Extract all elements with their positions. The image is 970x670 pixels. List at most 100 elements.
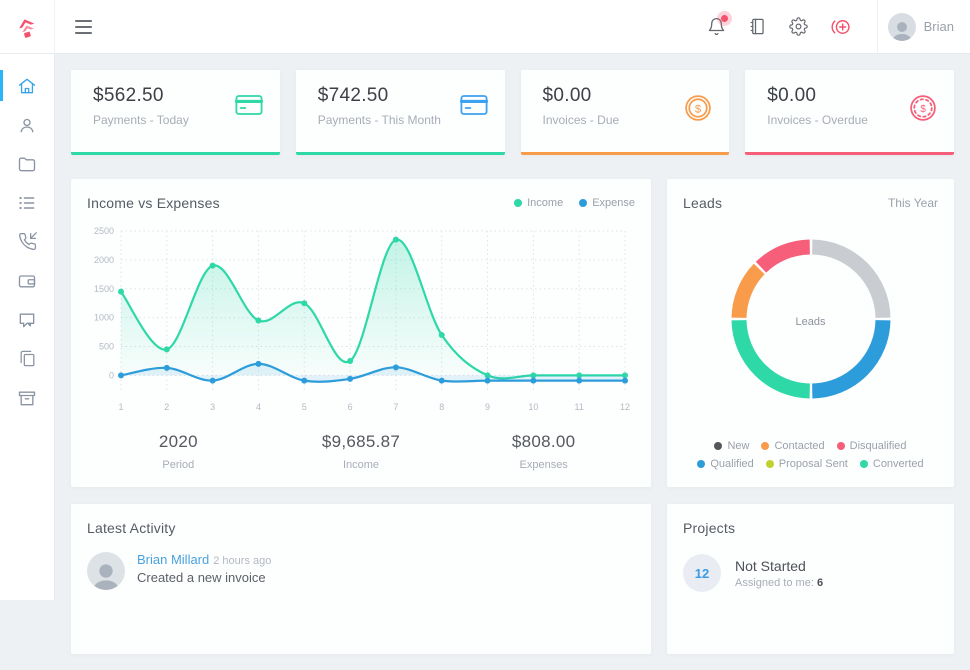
svg-text:0: 0 bbox=[109, 370, 114, 380]
leads-range-filter[interactable]: This Year bbox=[888, 196, 938, 210]
legend-label: Expense bbox=[592, 197, 635, 209]
legend-label: Converted bbox=[873, 458, 924, 470]
summary-income-value: $9,685.87 bbox=[270, 432, 453, 452]
legend-dot bbox=[714, 442, 722, 450]
svg-text:8: 8 bbox=[439, 402, 444, 412]
svg-text:2500: 2500 bbox=[94, 226, 114, 236]
activity-user-link[interactable]: Brian Millard bbox=[137, 552, 209, 567]
leads-legend-item: Converted bbox=[860, 458, 924, 470]
panel-title: Projects bbox=[683, 520, 938, 536]
leads-legend-item: Contacted bbox=[761, 440, 824, 452]
sidebar-item-list[interactable] bbox=[0, 183, 55, 222]
sidebar-item-payments[interactable] bbox=[0, 261, 55, 300]
leads-donut-chart bbox=[721, 229, 901, 409]
project-status-item[interactable]: 12 Not Started Assigned to me: 6 bbox=[683, 554, 938, 592]
leads-legend-item: Disqualified bbox=[837, 440, 907, 452]
list-icon bbox=[17, 193, 37, 213]
svg-text:$: $ bbox=[920, 104, 926, 115]
sidebar-item-chat[interactable] bbox=[0, 300, 55, 339]
svg-text:9: 9 bbox=[485, 402, 490, 412]
stat-card-invoices-overdue[interactable]: $0.00 Invoices - Overdue $ bbox=[745, 70, 954, 155]
assigned-value: 6 bbox=[817, 577, 823, 589]
chat-bubble-icon bbox=[17, 310, 37, 330]
svg-text:11: 11 bbox=[575, 402, 584, 412]
leads-legend-item: Qualified bbox=[697, 458, 753, 470]
line-chart-legend: Income Expense bbox=[514, 197, 635, 209]
sidebar-item-dashboard[interactable] bbox=[0, 66, 55, 105]
stat-label: Invoices - Overdue bbox=[767, 113, 868, 127]
dollar-coin-icon: $ bbox=[683, 93, 713, 152]
sidebar-item-organizations[interactable] bbox=[0, 144, 55, 183]
stat-cards-row: $562.50 Payments - Today $742.50 Payment… bbox=[71, 70, 954, 155]
activity-log-button[interactable] bbox=[748, 17, 767, 36]
stat-card-invoices-due[interactable]: $0.00 Invoices - Due $ bbox=[521, 70, 730, 155]
summary-period-label: Period bbox=[87, 459, 270, 471]
menu-toggle[interactable] bbox=[69, 14, 98, 40]
documents-icon bbox=[18, 349, 37, 368]
svg-text:10: 10 bbox=[528, 402, 538, 412]
project-status-label: Not Started bbox=[735, 558, 823, 574]
notifications-button[interactable] bbox=[707, 17, 726, 36]
archive-box-icon bbox=[17, 388, 37, 408]
svg-text:4: 4 bbox=[256, 402, 261, 412]
svg-text:2: 2 bbox=[164, 402, 169, 412]
wallet-icon bbox=[17, 271, 37, 291]
activity-time: 2 hours ago bbox=[213, 555, 271, 567]
sidebar-item-archive[interactable] bbox=[0, 378, 55, 417]
leads-legend-item: New bbox=[714, 440, 749, 452]
notification-badge bbox=[721, 15, 728, 22]
dollar-coin-dashed-icon: $ bbox=[908, 93, 938, 152]
sidebar-item-documents[interactable] bbox=[0, 339, 55, 378]
sidebar-item-contacts[interactable] bbox=[0, 105, 55, 144]
legend-dot bbox=[697, 460, 705, 468]
brand-logo-icon bbox=[14, 14, 40, 40]
svg-text:$: $ bbox=[695, 103, 702, 115]
app-logo[interactable] bbox=[0, 0, 55, 54]
panel-title: Income vs Expenses bbox=[87, 195, 220, 211]
svg-text:5: 5 bbox=[302, 402, 307, 412]
folder-icon bbox=[17, 154, 37, 174]
svg-text:6: 6 bbox=[348, 402, 353, 412]
project-count-badge: 12 bbox=[683, 554, 721, 592]
latest-activity-panel: Latest Activity Brian Millard 2 hours ago… bbox=[71, 504, 651, 654]
svg-text:7: 7 bbox=[393, 402, 398, 412]
svg-text:12: 12 bbox=[620, 402, 630, 412]
gear-icon bbox=[789, 17, 808, 36]
legend-label: Proposal Sent bbox=[779, 458, 848, 470]
sidebar-nav bbox=[0, 54, 55, 600]
expense-dot bbox=[579, 199, 587, 207]
stat-amount: $0.00 bbox=[543, 85, 620, 107]
settings-button[interactable] bbox=[789, 17, 808, 36]
panel-title: Latest Activity bbox=[87, 520, 635, 536]
assigned-label: Assigned to me: bbox=[735, 577, 814, 589]
sidebar-item-calls[interactable] bbox=[0, 222, 55, 261]
person-icon bbox=[17, 115, 37, 135]
main-content: $562.50 Payments - Today $742.50 Payment… bbox=[55, 54, 970, 670]
user-menu[interactable]: Brian bbox=[888, 13, 954, 41]
legend-label: Income bbox=[527, 197, 563, 209]
stat-card-payments-month[interactable]: $742.50 Payments - This Month bbox=[296, 70, 505, 155]
stat-label: Invoices - Due bbox=[543, 113, 620, 127]
legend-label: Contacted bbox=[774, 440, 824, 452]
legend-dot bbox=[766, 460, 774, 468]
activity-avatar bbox=[87, 552, 125, 590]
quick-create-button[interactable] bbox=[830, 17, 852, 37]
income-expenses-panel: Income vs Expenses Income Expense bbox=[71, 179, 651, 487]
legend-label: Qualified bbox=[710, 458, 753, 470]
legend-dot bbox=[860, 460, 868, 468]
credit-card-icon bbox=[459, 93, 489, 152]
legend-dot bbox=[837, 442, 845, 450]
svg-text:1000: 1000 bbox=[94, 313, 114, 323]
legend-label: New bbox=[727, 440, 749, 452]
svg-text:3: 3 bbox=[210, 402, 215, 412]
credit-card-icon bbox=[234, 93, 264, 152]
summary-expenses-value: $808.00 bbox=[452, 432, 635, 452]
stat-card-payments-today[interactable]: $562.50 Payments - Today bbox=[71, 70, 280, 155]
summary-expenses-label: Expenses bbox=[452, 459, 635, 471]
plus-circle-icon bbox=[830, 17, 852, 37]
summary-period-value: 2020 bbox=[87, 432, 270, 452]
stat-amount: $562.50 bbox=[93, 85, 189, 107]
